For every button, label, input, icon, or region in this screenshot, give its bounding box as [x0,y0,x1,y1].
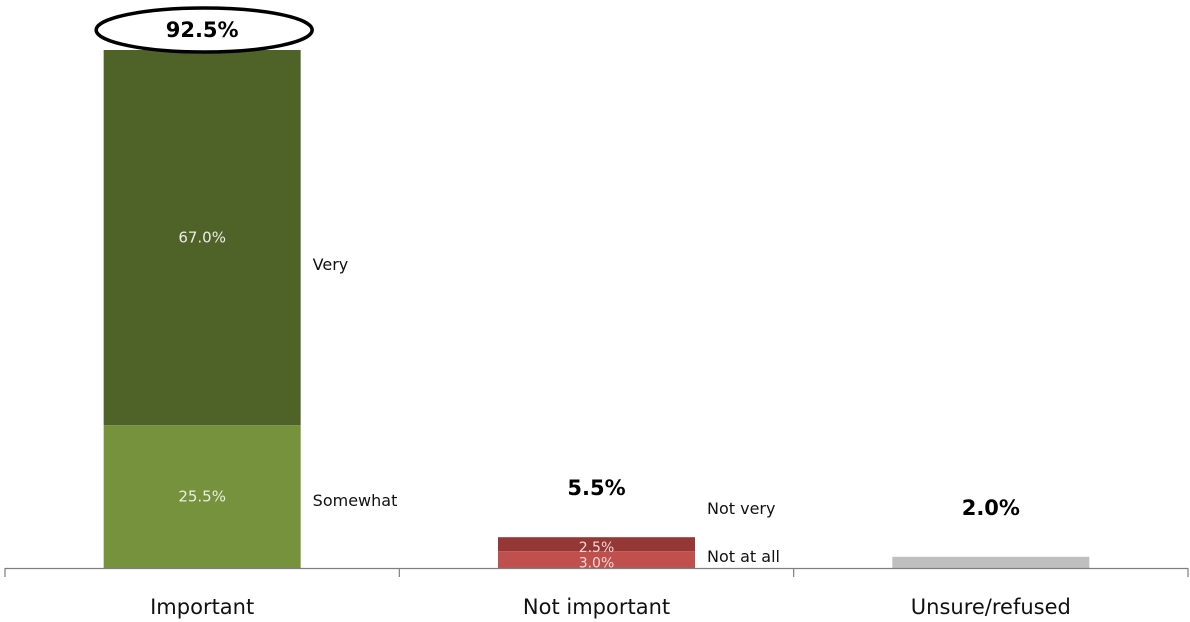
total-data-label: 2.0% [962,496,1020,520]
segment-data-label: 25.5% [178,488,226,506]
segment-data-label: 67.0% [178,229,226,247]
bar-segment-important-very [103,50,301,426]
total-highlight-ellipse [94,6,314,54]
bar-segment-not-important-not-very [498,537,695,552]
segment-data-label: 3.0% [579,556,615,572]
bar-segment-unsure-refused-unsure-refused [892,556,1090,568]
bar-segment-important-somewhat [103,425,301,568]
series-label-not-at-all: Not at all [707,547,780,566]
bars-layer [103,50,1090,568]
x-axis [4,567,1189,577]
series-label-not-very: Not very [707,499,775,518]
total-data-label: 5.5% [567,476,625,500]
bar-segment-not-important-not-at-all [498,551,695,568]
x-tick-label: Not important [523,595,670,619]
labels-layer: 25.5% 67.0% 92.5% Important 3.0%2.5% 5.5% Not … [94,6,1071,619]
segment-data-label: 2.5% [579,540,615,556]
series-label-somewhat: Somewhat [313,491,398,510]
x-tick-label: Important [150,595,254,619]
x-tick-label: Unsure/refused [911,595,1071,619]
series-label-very: Very [313,255,349,274]
total-data-label: 92.5% [166,18,239,42]
